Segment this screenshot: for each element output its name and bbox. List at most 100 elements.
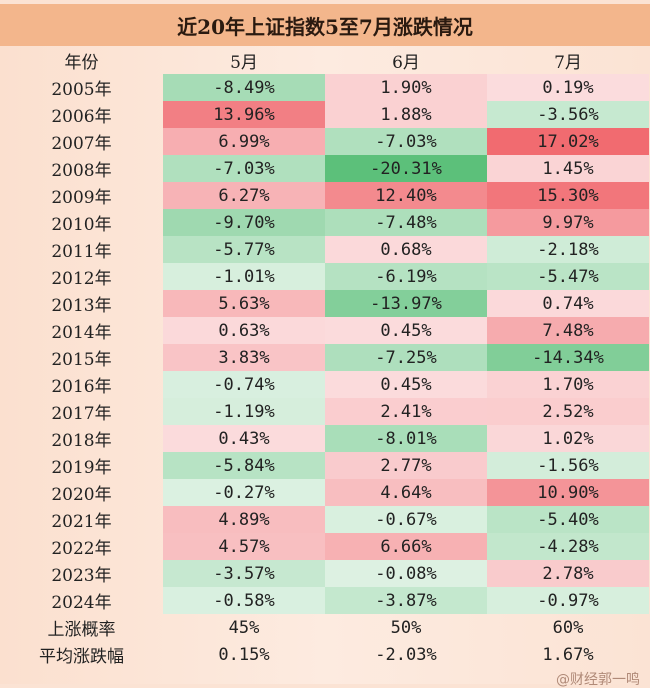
table-row: 2006年 13.96% 1.88% -3.56%: [0, 101, 650, 128]
value-cell: -7.03%: [163, 155, 325, 182]
summary-cell: 1.67%: [542, 644, 594, 665]
value-cell: 3.83%: [163, 344, 325, 371]
table-row: 2024年 -0.58% -3.87% -0.97%: [0, 587, 650, 614]
value-cell: 12.40%: [325, 182, 487, 209]
value-cell: 0.63%: [163, 317, 325, 344]
table-row: 2005年 -8.49% 1.90% 0.19%: [0, 74, 650, 101]
value-cell: 2.52%: [487, 398, 649, 425]
value-cell: -0.58%: [163, 587, 325, 614]
summary-cell: 0.15%: [218, 644, 270, 665]
value-cell: -9.70%: [163, 209, 325, 236]
value-cell: -14.34%: [487, 344, 649, 371]
value-cell: -1.56%: [487, 452, 649, 479]
value-cell: 4.57%: [163, 533, 325, 560]
year-cell: 2019年: [51, 458, 112, 478]
value-cell: 6.99%: [163, 128, 325, 155]
year-cell: 2016年: [51, 377, 112, 397]
table-row: 2016年 -0.74% 0.45% 1.70%: [0, 371, 650, 398]
year-cell: 2014年: [51, 323, 112, 343]
value-cell: 1.88%: [325, 101, 487, 128]
summary-label: 平均涨跌幅: [39, 647, 124, 667]
value-cell: 17.02%: [487, 128, 649, 155]
value-cell: -20.31%: [325, 155, 487, 182]
table-row: 2023年 -3.57% -0.08% 2.78%: [0, 560, 650, 587]
table-row: 2012年 -1.01% -6.19% -5.47%: [0, 263, 650, 290]
value-cell: 0.19%: [487, 74, 649, 101]
value-cell: 0.45%: [325, 317, 487, 344]
value-cell: -0.74%: [163, 371, 325, 398]
table-row: 2020年 -0.27% 4.64% 10.90%: [0, 479, 650, 506]
year-cell: 2005年: [51, 80, 112, 100]
value-cell: 13.96%: [163, 101, 325, 128]
value-cell: 4.89%: [163, 506, 325, 533]
value-cell: -5.84%: [163, 452, 325, 479]
value-cell: 6.66%: [325, 533, 487, 560]
year-cell: 2007年: [51, 134, 112, 154]
value-cell: -2.18%: [487, 236, 649, 263]
year-cell: 2013年: [51, 296, 112, 316]
value-cell: 1.90%: [325, 74, 487, 101]
year-cell: 2015年: [51, 350, 112, 370]
value-cell: 0.45%: [325, 371, 487, 398]
table-row: 2019年 -5.84% 2.77% -1.56%: [0, 452, 650, 479]
value-cell: 0.74%: [487, 290, 649, 317]
table-row: 2009年 6.27% 12.40% 15.30%: [0, 182, 650, 209]
year-cell: 2008年: [51, 161, 112, 181]
value-cell: 1.02%: [487, 425, 649, 452]
value-cell: -7.03%: [325, 128, 487, 155]
table-row: 2017年 -1.19% 2.41% 2.52%: [0, 398, 650, 425]
table-row: 2010年 -9.70% -7.48% 9.97%: [0, 209, 650, 236]
value-cell: 2.78%: [487, 560, 649, 587]
value-cell: -1.01%: [163, 263, 325, 290]
value-cell: 15.30%: [487, 182, 649, 209]
summary-row-average-change: 平均涨跌幅 0.15% -2.03% 1.67%: [0, 641, 650, 668]
year-cell: 2010年: [51, 215, 112, 235]
year-cell: 2022年: [51, 539, 112, 559]
summary-label: 上涨概率: [47, 620, 116, 640]
table-row: 2018年 0.43% -8.01% 1.02%: [0, 425, 650, 452]
value-cell: -5.77%: [163, 236, 325, 263]
watermark: @财经郭一鸣: [556, 672, 640, 688]
value-cell: -4.28%: [487, 533, 649, 560]
header-year: 年份: [64, 52, 99, 73]
value-cell: 1.45%: [487, 155, 649, 182]
value-cell: -13.97%: [325, 290, 487, 317]
value-cell: -7.48%: [325, 209, 487, 236]
summary-cell: -2.03%: [375, 644, 437, 665]
value-cell: 9.97%: [487, 209, 649, 236]
value-cell: -6.19%: [325, 263, 487, 290]
header-may: 5月: [230, 52, 258, 73]
year-cell: 2020年: [51, 485, 112, 505]
table-body: 2005年 -8.49% 1.90% 0.19% 2006年 13.96% 1.88% -3.…: [0, 74, 650, 614]
header-july: 7月: [554, 52, 582, 73]
year-cell: 2023年: [51, 566, 112, 586]
value-cell: 1.70%: [487, 371, 649, 398]
summary-cell: 60%: [552, 617, 584, 638]
table-row: 2021年 4.89% -0.67% -5.40%: [0, 506, 650, 533]
value-cell: -5.47%: [487, 263, 649, 290]
header-june: 6月: [392, 52, 420, 73]
value-cell: 0.43%: [163, 425, 325, 452]
year-cell: 2024年: [51, 593, 112, 613]
year-cell: 2009年: [51, 188, 112, 208]
year-cell: 2018年: [51, 431, 112, 451]
year-cell: 2021年: [51, 512, 112, 532]
value-cell: -1.19%: [163, 398, 325, 425]
table-row: 2008年 -7.03% -20.31% 1.45%: [0, 155, 650, 182]
value-cell: -0.67%: [325, 506, 487, 533]
value-cell: -5.40%: [487, 506, 649, 533]
year-cell: 2006年: [51, 107, 112, 127]
value-cell: 2.77%: [325, 452, 487, 479]
year-cell: 2017年: [51, 404, 112, 424]
summary-row-up-probability: 上涨概率 45% 50% 60%: [0, 614, 650, 641]
value-cell: 10.90%: [487, 479, 649, 506]
table-row: 2013年 5.63% -13.97% 0.74%: [0, 290, 650, 317]
value-cell: -7.25%: [325, 344, 487, 371]
table-row: 2014年 0.63% 0.45% 7.48%: [0, 317, 650, 344]
header-row: 年份 5月 6月 7月: [0, 46, 650, 74]
value-cell: 6.27%: [163, 182, 325, 209]
value-cell: -8.49%: [163, 74, 325, 101]
value-cell: -0.97%: [487, 587, 649, 614]
value-cell: 0.68%: [325, 236, 487, 263]
table-row: 2007年 6.99% -7.03% 17.02%: [0, 128, 650, 155]
